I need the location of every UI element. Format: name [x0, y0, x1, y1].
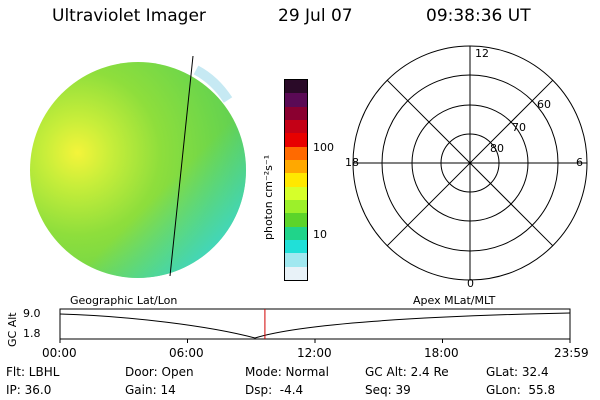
- colorbar-swatch: [285, 186, 307, 200]
- lat-label-70: 70: [512, 121, 526, 134]
- mlt-label-6: 6: [576, 156, 583, 169]
- colorbar-swatch: [285, 266, 307, 280]
- colorbar-swatch: [285, 106, 307, 120]
- colorbar-swatch: [285, 159, 307, 174]
- mlt-label-12: 12: [475, 47, 489, 60]
- y-tick-1-8: 1.8: [23, 327, 41, 340]
- x-tick-18: 18:00: [424, 346, 459, 360]
- status-dsp: Dsp: -4.4: [245, 383, 304, 397]
- x-tick-00: 00:00: [42, 346, 77, 360]
- status-gc-alt: GC Alt: 2.4 Re: [365, 365, 449, 379]
- colorbar-swatch: [285, 199, 307, 214]
- date-label: 29 Jul 07: [278, 6, 353, 26]
- colorbar-swatch: [285, 226, 307, 240]
- lat-label-60: 60: [537, 98, 551, 111]
- colorbar-swatch: [285, 119, 307, 134]
- lat-label-80: 80: [490, 142, 504, 155]
- colorbar: [284, 79, 308, 281]
- status-filter: Flt: LBHL: [6, 365, 60, 379]
- terminator-line: [169, 55, 194, 277]
- colorbar-swatch: [285, 213, 307, 227]
- colorbar-swatch: [285, 253, 307, 267]
- status-door: Door: Open: [125, 365, 194, 379]
- status-glat: GLat: 32.4: [486, 365, 549, 379]
- colorbar-swatch: [285, 133, 307, 147]
- colorbar-swatch: [285, 173, 307, 187]
- status-glon: GLon: 55.8: [486, 383, 556, 397]
- x-tick-06: 06:00: [169, 346, 204, 360]
- orbit-plot-frame: [59, 308, 571, 340]
- mlt-label-0: 0: [467, 277, 474, 290]
- time-label: 09:38:36 UT: [426, 6, 531, 26]
- colorbar-swatch: [285, 146, 307, 160]
- altitude-curve: [59, 312, 571, 339]
- instrument-title: Ultraviolet Imager: [52, 6, 206, 26]
- apex-label: Apex MLat/MLT: [413, 294, 496, 307]
- y-tick-9: 9.0: [23, 307, 41, 320]
- mlt-label-18: 18: [345, 156, 359, 169]
- status-mode: Mode: Normal: [245, 365, 329, 379]
- colorbar-swatch: [285, 239, 307, 254]
- x-tick-2359: 23:59: [554, 346, 589, 360]
- status-ip: IP: 36.0: [6, 383, 52, 397]
- status-seq: Seq: 39: [365, 383, 411, 397]
- x-tick-12: 12:00: [297, 346, 332, 360]
- colorbar-swatch: [285, 93, 307, 107]
- status-gain: Gain: 14: [125, 383, 176, 397]
- colorbar-swatch: [285, 80, 307, 94]
- geographic-label: Geographic Lat/Lon: [70, 294, 178, 307]
- colorbar-tick-100: 100: [313, 141, 334, 154]
- colorbar-tick-10: 10: [313, 228, 327, 241]
